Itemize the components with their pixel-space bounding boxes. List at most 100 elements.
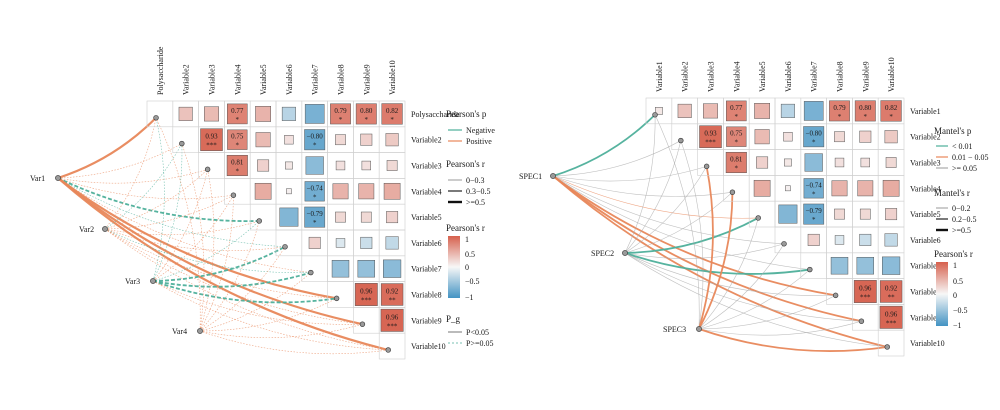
target-node	[204, 166, 211, 173]
group-node	[55, 175, 61, 181]
legend-title: Pearson's r	[446, 223, 485, 233]
legend-label: P<0.05	[466, 328, 489, 337]
cell-sig-label: ***	[705, 139, 716, 147]
target-node	[832, 292, 839, 299]
group-label: Var1	[30, 174, 45, 183]
mantel-link	[104, 117, 157, 230]
row-label: Variable10	[910, 339, 945, 348]
column-label: Variable6	[784, 61, 793, 92]
legend-label: 0−0.3	[466, 176, 485, 185]
heat-cell	[200, 128, 223, 151]
heat-cell	[655, 107, 663, 115]
heat-cell	[227, 129, 248, 150]
heat-cell	[834, 131, 845, 143]
heat-cell	[335, 134, 346, 146]
mantel-link	[199, 298, 337, 332]
heat-cell	[335, 238, 346, 248]
mantel-link	[624, 243, 785, 259]
row-label: Variable6	[411, 239, 442, 248]
target-node	[308, 269, 314, 276]
mantel-link	[680, 140, 704, 330]
mantel-link	[199, 246, 286, 332]
mantel-link	[57, 177, 389, 352]
right-legend-mantel-p: Mantel's p < 0.01 0.01 − 0.05 >= 0.05	[934, 126, 989, 173]
target-node	[179, 140, 185, 147]
cell-sig-label: *	[313, 193, 317, 201]
mantel-link	[181, 143, 205, 332]
left-legend-pearson-r-lines: Pearson's r 0−0.3 0.3−0.5 >=0.5	[446, 159, 491, 207]
target-node	[385, 347, 391, 353]
cell-value-label: −0.80	[806, 130, 823, 138]
column-label: Variable4	[233, 64, 242, 95]
heat-cell	[754, 103, 770, 119]
heat-cell	[357, 259, 376, 278]
heat-cell	[753, 179, 771, 197]
legend-label: 0−0.2	[952, 204, 971, 213]
grid-cell	[774, 226, 802, 254]
mantel-link	[152, 245, 286, 282]
heat-cell	[304, 104, 325, 124]
mantel-link	[104, 228, 363, 325]
legend-label: 0.3−0.5	[466, 187, 491, 196]
cell-value-label: 0.82	[885, 104, 898, 112]
heat-cell	[383, 259, 402, 278]
mantel-link	[104, 194, 234, 230]
row-label: Variable9	[910, 313, 941, 322]
mantel-link	[104, 143, 183, 230]
group-label: SPEC1	[519, 172, 542, 181]
mantel-link	[698, 217, 759, 330]
heat-cell	[831, 180, 848, 197]
cell-sig-label: *	[236, 168, 240, 176]
heat-cell	[330, 103, 351, 125]
mantel-link	[57, 177, 234, 200]
legend-label: >= 0.05	[952, 164, 977, 173]
cell-value-label: 0.75	[231, 133, 244, 141]
target-node	[858, 318, 865, 324]
heat-cell	[703, 103, 718, 119]
heat-cell	[385, 133, 399, 147]
mantel-link	[152, 280, 363, 325]
colorbar-tick: 0.5	[465, 250, 475, 259]
heat-cell	[304, 206, 326, 228]
cell-sig-label: *	[812, 139, 816, 147]
grid-cell	[378, 332, 406, 360]
right-legend-mantel-r: Mantel's r 0−0.2 0.2−0.5 >=0.5	[934, 188, 977, 235]
legend-title: Pearson's r	[446, 159, 485, 169]
row-label: Variable10	[411, 342, 446, 351]
mantel-link	[552, 114, 656, 177]
cell-value-label: 0.96	[885, 310, 898, 318]
heat-cell	[860, 157, 870, 168]
mantel-link	[104, 220, 260, 235]
grid-cell	[198, 152, 225, 179]
heat-cell	[829, 100, 850, 122]
target-node	[333, 295, 340, 302]
heat-cell	[360, 236, 373, 249]
cell-value-label: 0.77	[730, 104, 743, 112]
legend-label: < 0.01	[952, 142, 973, 151]
group-node	[150, 278, 156, 284]
heat-cell	[286, 188, 292, 195]
legend-title: Pearson's r	[934, 249, 973, 259]
row-label: Variable4	[910, 184, 941, 193]
column-label: Variable10	[887, 57, 896, 92]
mantel-link	[104, 228, 337, 299]
cell-sig-label: *	[812, 216, 816, 224]
heat-cell	[725, 151, 747, 174]
group-label: SPEC2	[591, 249, 614, 258]
target-node	[703, 163, 710, 170]
target-node	[729, 189, 736, 195]
heat-cell	[754, 129, 770, 145]
column-label: Variable3	[707, 61, 716, 92]
mantel-link	[698, 295, 836, 330]
column-label: Variable2	[182, 64, 191, 95]
column-label: Variable4	[732, 61, 741, 92]
cell-value-label: 0.93	[205, 133, 218, 141]
mantel-link	[698, 269, 811, 330]
mantel-link	[152, 220, 260, 282]
heat-cell	[308, 236, 321, 249]
mantel-link	[57, 177, 337, 300]
column-label: Variable9	[861, 61, 870, 92]
left-legend-colorbar: Pearson's r 1 0.5 0 −0.5 −1	[446, 223, 485, 302]
heat-cell	[778, 204, 798, 224]
mantel-link	[698, 328, 888, 352]
